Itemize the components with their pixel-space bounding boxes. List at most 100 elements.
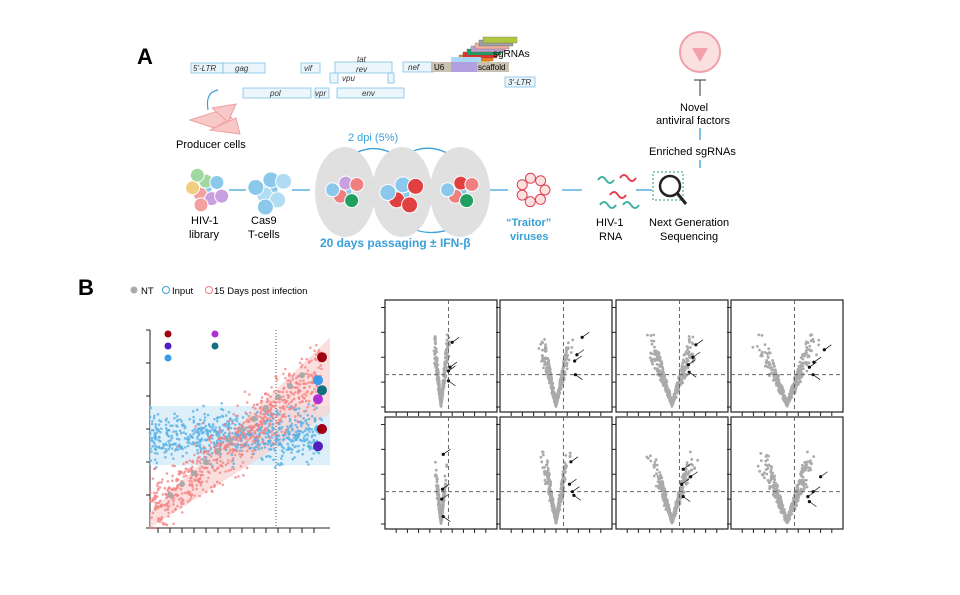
input-point (181, 454, 185, 458)
gene-point (555, 515, 559, 519)
infection-point (280, 430, 284, 434)
input-point (204, 424, 208, 428)
gene-point (684, 350, 688, 354)
top-legend: NT Input 15 Days post infection (130, 286, 307, 297)
gene-point (549, 376, 553, 380)
gene-point (782, 395, 786, 399)
virus-icon (679, 31, 721, 96)
infection-point (210, 485, 213, 489)
panel-b: B NT Input 15 Days post infection (78, 275, 844, 533)
infection-point (302, 396, 305, 400)
arrow-to-producer (206, 89, 219, 111)
input-point (234, 423, 237, 426)
gene-point (555, 400, 559, 403)
input-point (269, 415, 272, 418)
infection-point (240, 449, 244, 453)
infection-point (314, 353, 318, 356)
traitor-virus-icon (524, 172, 536, 184)
input-point (206, 429, 209, 433)
gene-point (765, 472, 769, 476)
gene-point (789, 505, 793, 509)
gene-point (782, 510, 786, 513)
gene-point (810, 462, 813, 466)
infection-point (283, 401, 287, 405)
infection-point (266, 397, 269, 401)
infection-point (248, 429, 252, 433)
infection-point (231, 449, 235, 453)
gene-point (435, 480, 439, 484)
infection-point (199, 483, 203, 487)
infection-point (246, 438, 250, 441)
infection-point (174, 488, 177, 492)
input-point (308, 430, 311, 434)
infection-point (252, 435, 256, 439)
infection-point (234, 437, 238, 441)
infection-point (245, 401, 249, 404)
gene-point (435, 359, 439, 363)
input-point (201, 426, 205, 430)
gene-point (563, 352, 567, 356)
gene-point (772, 364, 776, 368)
input-point (188, 417, 191, 421)
traitor-label-1: “Traitor” (506, 217, 551, 229)
gene-point (690, 463, 694, 467)
input-point (292, 436, 296, 440)
gene-point (802, 488, 805, 492)
infection-point (269, 413, 273, 416)
infection-point (227, 469, 230, 472)
gene-vpu: vpu (342, 74, 355, 83)
input-point (211, 427, 214, 431)
input-point (192, 419, 196, 422)
infection-point (257, 444, 261, 448)
input-point (193, 428, 197, 431)
input-point (167, 421, 170, 424)
infection-point (239, 439, 243, 442)
input-point (196, 441, 200, 445)
input-point (174, 430, 178, 433)
infection-point (214, 469, 217, 472)
infection-point (219, 459, 222, 463)
input-point (184, 446, 187, 449)
infection-point (203, 455, 206, 459)
infection-point (267, 393, 270, 397)
infection-point (287, 402, 291, 406)
infection-point (274, 432, 278, 436)
input-point (227, 410, 231, 414)
infection-point (224, 470, 227, 473)
input-point (291, 428, 294, 432)
infection-point (232, 412, 235, 416)
gene-point (553, 401, 557, 405)
traitor-virus-icon (516, 179, 528, 191)
input-point (177, 438, 181, 441)
infection-point (228, 450, 231, 454)
input-point (227, 424, 230, 427)
legend-dot (211, 330, 219, 338)
infection-point (174, 508, 177, 512)
gene-point (804, 351, 808, 355)
gene-tat: tat (357, 55, 367, 64)
hiv-rna-icon (622, 201, 640, 209)
gene-point (767, 481, 771, 485)
input-point (219, 439, 222, 443)
gene-point (764, 459, 768, 463)
input-point (151, 445, 155, 448)
gene-point (438, 395, 442, 399)
gene-point (545, 470, 549, 474)
infection-point (205, 490, 208, 494)
gene-gag: gag (235, 64, 249, 73)
highlight-point (313, 375, 323, 386)
gene-point (772, 362, 775, 366)
traitor-label-2: viruses (510, 231, 549, 243)
input-point (287, 445, 290, 449)
gene-point (651, 362, 655, 366)
gene-point (570, 346, 574, 349)
input-point (304, 427, 308, 430)
input-point (264, 431, 268, 435)
gene-point (568, 454, 572, 458)
gene-point (543, 471, 546, 475)
infection-point (154, 503, 158, 507)
gene-point (776, 490, 780, 493)
infection-point (255, 428, 259, 432)
gene-point (445, 347, 448, 351)
gene-point (804, 461, 808, 464)
